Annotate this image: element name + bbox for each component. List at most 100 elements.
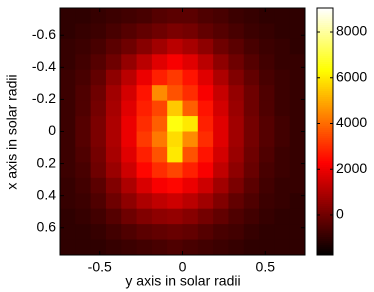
- colorbar-swatch: [317, 147, 333, 151]
- heat-cell: [243, 177, 260, 194]
- colorbar-swatch: [317, 80, 333, 83]
- heat-cell: [105, 162, 122, 179]
- heat-cell: [136, 38, 153, 55]
- heat-cell: [121, 100, 138, 117]
- heat-cell: [105, 177, 122, 194]
- heat-cell: [274, 85, 291, 102]
- heat-cell: [289, 23, 306, 40]
- heat-cell: [182, 69, 199, 86]
- heat-cell: [213, 54, 229, 71]
- heat-cell: [243, 100, 260, 117]
- heat-cell: [90, 8, 107, 24]
- heat-cell: [136, 193, 153, 210]
- colorbar-swatch: [317, 213, 333, 217]
- heat-cell: [197, 239, 214, 256]
- heat-cell: [75, 146, 92, 163]
- heat-cell: [289, 239, 306, 256]
- colorbar-swatch: [317, 224, 333, 227]
- colorbar-tick-label: 8000: [336, 23, 367, 39]
- colorbar-swatch: [317, 26, 333, 30]
- heat-cell: [75, 239, 92, 256]
- heat-cell: [182, 162, 199, 179]
- heat-cell: [197, 8, 214, 24]
- heat-cell: [90, 38, 107, 55]
- y-tick-label: 0.2: [37, 154, 57, 170]
- heat-cell: [228, 224, 245, 241]
- colorbar-tick-label: 6000: [336, 68, 367, 84]
- heat-cell: [75, 23, 92, 40]
- heat-cell: [151, 23, 168, 40]
- colorbar-tick-label: 2000: [336, 160, 367, 176]
- colorbar-swatch: [317, 10, 333, 13]
- heat-cell: [213, 131, 229, 148]
- heat-cell: [274, 69, 291, 86]
- colorbar-swatch: [317, 47, 333, 50]
- colorbar-swatch: [317, 40, 333, 44]
- heat-cell: [121, 239, 138, 256]
- colorbar-swatch: [317, 92, 333, 95]
- heat-cell: [75, 162, 92, 179]
- colorbar-swatch: [317, 156, 333, 159]
- colorbar-swatch: [317, 164, 333, 167]
- heat-cell: [167, 224, 183, 241]
- heat-cell: [182, 193, 199, 210]
- heat-cell: [289, 116, 306, 132]
- heat-cell: [213, 208, 229, 225]
- colorbar-swatch: [317, 123, 333, 126]
- heat-cell: [289, 193, 306, 210]
- colorbar-swatch: [317, 57, 333, 60]
- heat-cell: [90, 23, 107, 40]
- heat-cell: [213, 8, 229, 24]
- heat-cell: [90, 85, 107, 102]
- heat-cell: [136, 224, 153, 241]
- heat-cell: [121, 38, 138, 55]
- colorbar-swatch: [317, 162, 333, 165]
- heat-cell: [274, 208, 291, 225]
- colorbar-swatch: [317, 59, 333, 63]
- heat-cell: [151, 208, 168, 225]
- colorbar-swatch: [317, 176, 333, 180]
- heat-cell: [228, 146, 245, 163]
- heat-cell: [213, 146, 229, 163]
- heat-cell: [213, 100, 229, 117]
- heat-cell: [182, 224, 199, 241]
- heat-cell: [136, 100, 153, 117]
- colorbar-swatch: [317, 106, 333, 110]
- colorbar-swatch: [317, 174, 333, 178]
- heat-cell: [105, 239, 122, 256]
- colorbar-swatch: [317, 193, 333, 196]
- heat-cell: [228, 54, 245, 71]
- heat-cell: [274, 23, 291, 40]
- colorbar-swatch: [317, 36, 333, 40]
- heat-cell: [60, 208, 76, 225]
- heat-cell: [167, 54, 183, 71]
- heat-cell: [259, 100, 275, 117]
- heat-cell: [75, 85, 92, 102]
- heat-cell: [213, 239, 229, 256]
- colorbar-swatch: [317, 30, 333, 34]
- heat-cell: [228, 8, 245, 24]
- colorbar-tick-label: 0: [336, 206, 344, 222]
- heat-cell: [197, 131, 214, 148]
- heat-cell: [90, 131, 107, 148]
- heatmap: [60, 8, 306, 256]
- heat-cell: [228, 208, 245, 225]
- y-tick-label: -0.4: [32, 58, 56, 74]
- colorbar-swatch: [317, 129, 333, 132]
- colorbar-swatch: [317, 28, 333, 32]
- heat-cell: [121, 23, 138, 40]
- colorbar-swatch: [317, 88, 333, 91]
- heat-cell: [75, 54, 92, 71]
- heat-cell: [182, 100, 199, 117]
- colorbar-swatch: [317, 230, 333, 233]
- heat-cell: [259, 69, 275, 86]
- heat-cell: [90, 69, 107, 86]
- heat-cell: [228, 131, 245, 148]
- heat-cell: [167, 100, 183, 117]
- heat-cell: [90, 116, 107, 132]
- heat-cell: [151, 162, 168, 179]
- colorbar-swatch: [317, 127, 333, 130]
- heat-cell: [182, 8, 199, 24]
- colorbar-swatch: [317, 180, 333, 184]
- heat-cell: [167, 8, 183, 24]
